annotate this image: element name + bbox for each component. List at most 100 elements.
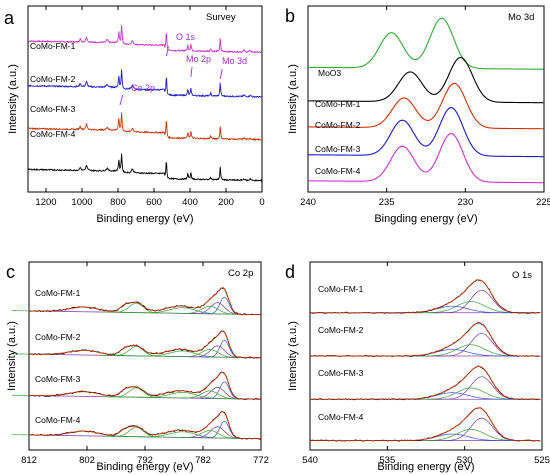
panel-c-xtick-label: 812 [21, 455, 37, 466]
panel-d-xtick-label: 530 [457, 455, 473, 466]
o1s-fit-component [427, 333, 535, 357]
panel-c-xtick-label: 802 [79, 455, 95, 466]
panel-c: 812 802 792 782 772 Co 2p CoMo-FM-1 CoMo-FM-… [6, 261, 269, 473]
survey-line-2 [27, 69, 263, 99]
peak-label-o1s: O 1s [176, 32, 196, 42]
mo3d-line-3 [307, 82, 544, 130]
panel-letter-b: b [285, 6, 295, 26]
panel-c-label-2: CoMo-FM-2 [35, 332, 81, 342]
panel-a-plot [27, 25, 263, 182]
o1s-fit-component [374, 433, 529, 441]
mo3d-line-1 [307, 17, 544, 70]
survey-line-4 [27, 153, 263, 182]
co2p-fit-component [101, 346, 170, 357]
panel-a-ticks: 1200 1000 800 600 400 200 0 [35, 6, 265, 208]
panel-b-xtick-label: 230 [457, 197, 473, 208]
panel-b-plot [307, 17, 544, 184]
o1s-fit-component [401, 428, 539, 441]
panel-b-label-4: CoMo-FM-4 [315, 166, 361, 176]
co2p-envelope-4 [28, 411, 262, 440]
panel-a-label-1: CoMo-FM-1 [30, 41, 76, 51]
panel-d-xlabel: Binding energy (eV) [377, 461, 474, 473]
panel-b-label-3: CoMo-FM-3 [315, 144, 361, 154]
panel-d-label-4: CoMo-FM-4 [318, 412, 364, 422]
panel-d-title: O 1s [512, 270, 532, 281]
o1s-envelope-2 [310, 322, 541, 357]
panel-c-ticks: 812 802 792 782 772 [21, 262, 269, 466]
panel-b-label-moo3: MoO3 [318, 68, 341, 78]
panel-a-label-3: CoMo-FM-3 [30, 104, 76, 114]
mo3d-line-5 [307, 133, 544, 184]
panel-c-plot [11, 287, 262, 440]
panel-a-title: Survey [206, 12, 236, 23]
panel-b-label-2: CoMo-FM-2 [315, 120, 361, 130]
o1s-fit-component [401, 344, 539, 357]
panel-a-label-2: CoMo-FM-2 [30, 74, 76, 84]
panel-b-xtick-label: 235 [379, 197, 395, 208]
mo3d-line-4 [307, 107, 544, 158]
o1s-envelope-4 [310, 407, 541, 441]
o1s-fit-component [401, 301, 539, 314]
panel-d-xtick-label: 525 [534, 455, 550, 466]
peak-label-mo3d: Mo 3d [222, 56, 247, 66]
panel-c-title: Co 2p [228, 268, 253, 279]
survey-line-1 [27, 25, 263, 54]
peak-arrow [190, 66, 193, 78]
panel-c-xtick-label: 772 [253, 455, 269, 466]
panel-b-frame [307, 5, 545, 193]
panel-a-frame [27, 5, 263, 193]
mo3d-line-2 [307, 56, 544, 104]
panel-letter-a: a [4, 8, 15, 28]
peak-label-mo2p: Mo 2p [186, 54, 211, 64]
o1s-fit-component [401, 387, 539, 400]
panel-a-xtick-label: 0 [259, 197, 264, 208]
survey-line-3 [27, 112, 263, 142]
panel-b-xtick-label: 225 [536, 197, 550, 208]
peak-label-co2p: Co 2p [131, 83, 155, 93]
peak-arrow [119, 94, 124, 106]
co2p-fit-component [201, 339, 247, 358]
panel-a-xtick-label: 400 [182, 197, 198, 208]
co2p-fit-component [201, 420, 247, 439]
o1s-envelope-3 [310, 365, 541, 400]
panel-c-xlabel: Binding energy (eV) [96, 461, 193, 473]
panel-letter-d: d [285, 262, 295, 282]
panel-a: 1200 1000 800 600 400 200 0 Survey Co 2p O 1s … [7, 5, 265, 225]
panel-b-xtick-label: 240 [300, 197, 316, 208]
panel-b-label-1: CoMo-FM-1 [315, 99, 361, 109]
panel-c-xtick-label: 792 [137, 455, 153, 466]
co2p-envelope-3 [28, 371, 262, 400]
panel-a-xtick-label: 1000 [71, 197, 92, 208]
panel-b-ylabel: Intensity (a.u.) [287, 64, 299, 134]
panel-a-xtick-label: 1200 [35, 197, 56, 208]
panel-d-xtick-label: 535 [379, 455, 395, 466]
panel-c-label-1: CoMo-FM-1 [35, 288, 81, 298]
co2p-fit-component [101, 387, 170, 399]
panel-letter-c: c [6, 262, 15, 282]
panel-c-label-3: CoMo-FM-3 [35, 374, 81, 384]
panel-d: 540 535 530 525 O 1s CoMo-FM-1 CoMo-FM-2 Co… [287, 261, 550, 473]
panel-b: 240 235 230 225 Mo 3d MoO3 CoMo-FM-1 CoMo-F… [287, 5, 550, 225]
co2p-fit-component [101, 302, 170, 314]
peak-arrow [165, 45, 169, 57]
panel-c-xtick-label: 782 [195, 455, 211, 466]
panel-c-ylabel: Intensity (a.u.) [6, 321, 18, 391]
panel-c-label-4: CoMo-FM-4 [35, 415, 81, 425]
co2p-fit-component [201, 296, 247, 315]
o1s-fit-component [374, 392, 529, 400]
panel-a-label-4: CoMo-FM-4 [30, 129, 76, 139]
panel-d-ticks: 540 535 530 525 [302, 262, 550, 466]
panel-b-title: Mo 3d [508, 12, 534, 23]
panel-a-xtick-label: 800 [110, 197, 126, 208]
panel-a-xlabel: Binding energy (eV) [96, 213, 193, 225]
panel-a-xtick-label: 200 [218, 197, 234, 208]
panel-d-label-3: CoMo-FM-3 [318, 368, 364, 378]
panel-a-xtick-label: 600 [146, 197, 162, 208]
co2p-fit-component [201, 381, 247, 400]
co2p-envelope-1 [28, 287, 262, 316]
panel-b-ticks: 240 235 230 225 [300, 6, 550, 208]
panel-b-xlabel: Bingding energy (eV) [374, 213, 477, 225]
panel-d-label-1: CoMo-FM-1 [318, 284, 364, 294]
o1s-fit-component [427, 417, 535, 441]
